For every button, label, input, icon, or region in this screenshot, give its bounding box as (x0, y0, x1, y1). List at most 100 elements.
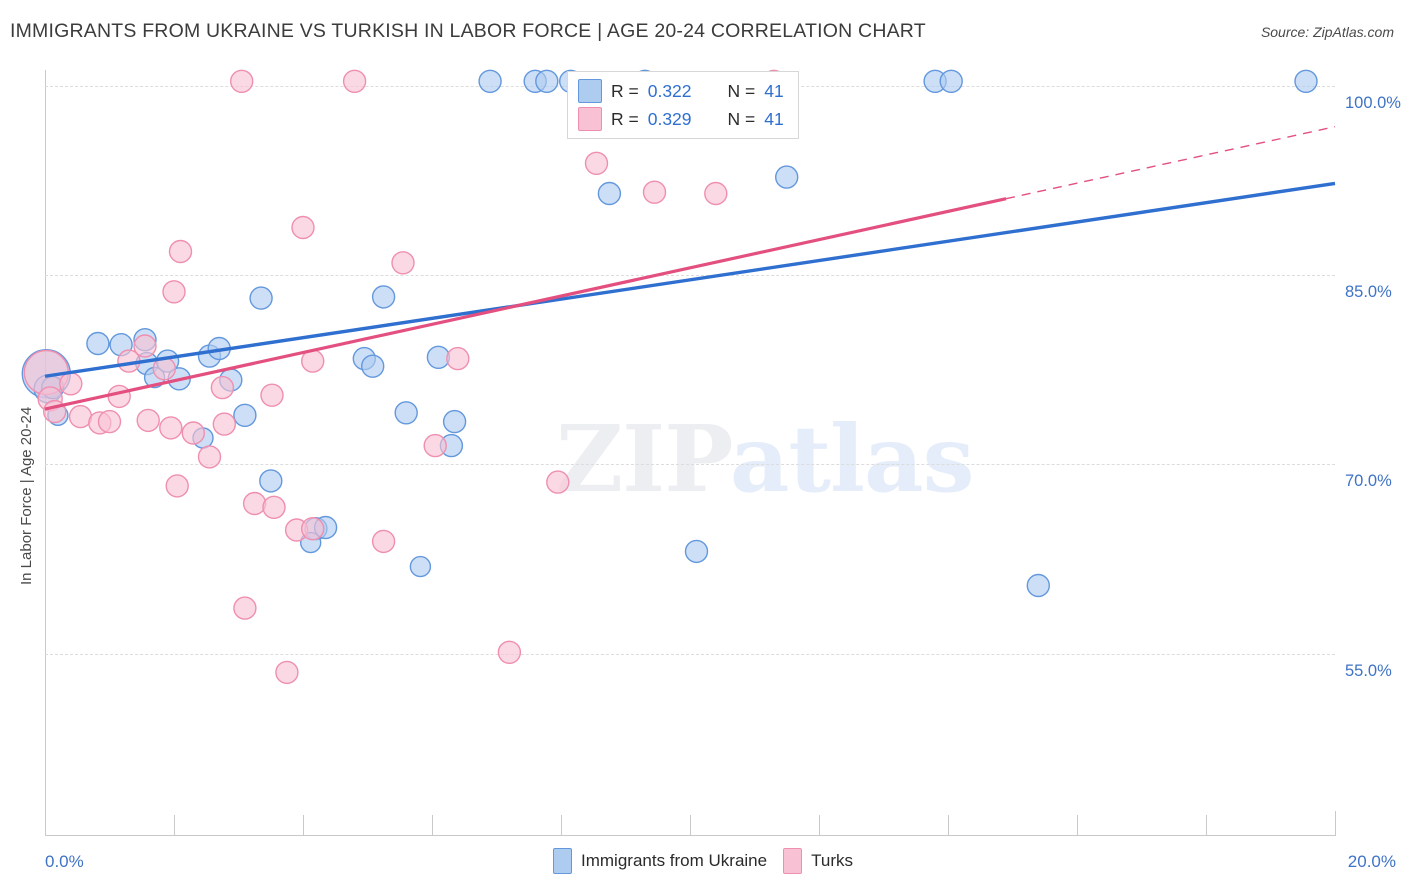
data-point[interactable] (497, 640, 522, 664)
data-point[interactable] (446, 346, 470, 371)
stats-row-turks: R = 0.329 N = 41 (578, 106, 784, 132)
x-tick-0 (45, 811, 46, 835)
legend-swatch-turks (783, 848, 803, 874)
legend-label-turks: Turks (811, 851, 853, 870)
trendline-turks-dashed (1005, 126, 1336, 200)
data-point[interactable] (136, 408, 160, 433)
x-tick-4 (561, 815, 562, 835)
data-point[interactable] (86, 331, 110, 356)
x-tick-9 (1206, 815, 1207, 835)
data-point[interactable] (584, 151, 609, 176)
stats-r-label-pink: R = (611, 108, 639, 129)
stats-n-value-blue: 41 (764, 80, 784, 101)
data-point[interactable] (546, 470, 570, 494)
data-point[interactable] (59, 372, 83, 396)
data-point[interactable] (597, 181, 622, 206)
data-point[interactable] (233, 403, 257, 427)
data-point[interactable] (275, 660, 299, 685)
series-turks (23, 69, 786, 685)
legend-label-ukraine: Immigrants from Ukraine (581, 851, 768, 870)
x-tick-2 (303, 815, 304, 835)
data-point[interactable] (535, 69, 559, 94)
y-tick-label-1: 85.0% (1345, 283, 1392, 302)
data-point[interactable] (361, 354, 385, 378)
legend-item-immigrants-from-ukraine[interactable]: Immigrants from Ukraine (553, 848, 767, 874)
x-tick-10 (1335, 811, 1336, 835)
x-axis-min-label: 0.0% (45, 852, 84, 871)
data-point[interactable] (939, 69, 963, 94)
data-point[interactable] (159, 416, 183, 440)
source-label: Source: ZipAtlas.com (1260, 24, 1394, 40)
page-title: IMMIGRANTS FROM UKRAINE VS TURKISH IN LA… (10, 20, 926, 42)
data-point[interactable] (775, 165, 799, 189)
y-axis-line (45, 70, 46, 835)
data-point[interactable] (291, 215, 315, 240)
data-point[interactable] (1026, 573, 1051, 598)
data-point[interactable] (97, 409, 122, 434)
x-tick-5 (690, 815, 691, 835)
stats-swatch-blue (578, 79, 602, 103)
data-point[interactable] (233, 596, 257, 620)
stats-r-label-blue: R = (611, 80, 639, 101)
x-tick-7 (948, 815, 949, 835)
data-point[interactable] (409, 555, 432, 578)
y-tick-label-0: 100.0% (1345, 94, 1401, 113)
data-point[interactable] (212, 412, 237, 436)
data-point[interactable] (442, 409, 467, 434)
correlation-stats-box: R = 0.322 N = 41 R = 0.329 N = 41 (567, 71, 799, 139)
x-tick-3 (432, 815, 433, 835)
data-point[interactable] (642, 180, 667, 204)
data-point[interactable] (260, 383, 284, 407)
data-point[interactable] (133, 334, 157, 358)
x-tick-6 (819, 815, 820, 835)
x-axis-max-label: 20.0% (1347, 852, 1396, 871)
stats-swatch-pink (578, 107, 602, 131)
data-point[interactable] (262, 495, 286, 519)
data-point[interactable] (423, 433, 447, 458)
data-point[interactable] (391, 251, 415, 275)
stats-r-value-pink: 0.329 (647, 108, 692, 129)
y-axis-title: In Labor Force | Age 20-24 (18, 406, 35, 585)
data-point[interactable] (342, 69, 367, 94)
data-point[interactable] (426, 345, 451, 369)
series-legend: Immigrants from Ukraine Turks (0, 848, 1406, 874)
data-point[interactable] (249, 286, 273, 310)
stats-n-label-pink: N = (727, 108, 756, 129)
data-point[interactable] (181, 421, 206, 445)
gridline-70 (45, 464, 1335, 466)
data-point[interactable] (168, 239, 193, 264)
data-point[interactable] (229, 69, 254, 94)
data-point[interactable] (478, 69, 502, 94)
stats-row-ukraine: R = 0.322 N = 41 (578, 78, 784, 104)
data-point[interactable] (684, 539, 709, 564)
data-point[interactable] (259, 469, 283, 493)
x-tick-8 (1077, 815, 1078, 835)
data-point[interactable] (162, 280, 186, 304)
x-axis-line (45, 835, 1336, 836)
data-point[interactable] (371, 529, 396, 554)
data-point[interactable] (301, 517, 325, 541)
x-tick-1 (174, 815, 175, 835)
data-point[interactable] (165, 474, 189, 498)
data-point[interactable] (394, 401, 418, 425)
trendline-ukraine (44, 181, 1336, 378)
data-point[interactable] (242, 491, 267, 516)
data-point[interactable] (371, 285, 396, 309)
data-point[interactable] (107, 384, 131, 409)
stats-n-label-blue: N = (727, 80, 756, 101)
y-tick-label-2: 70.0% (1345, 472, 1392, 491)
stats-n-value-pink: 41 (764, 108, 784, 129)
trendline-turks-solid (44, 197, 1007, 411)
data-point[interactable] (197, 445, 222, 469)
gridline-55 (45, 653, 1335, 655)
data-point[interactable] (704, 181, 728, 206)
legend-swatch-ukraine (553, 848, 572, 874)
y-tick-label-3: 55.0% (1345, 661, 1392, 680)
legend-item-turks[interactable]: Turks (783, 848, 853, 874)
data-point[interactable] (1294, 69, 1318, 94)
series-ukraine (21, 69, 1318, 598)
gridline-85 (45, 275, 1335, 277)
data-point[interactable] (210, 375, 235, 400)
